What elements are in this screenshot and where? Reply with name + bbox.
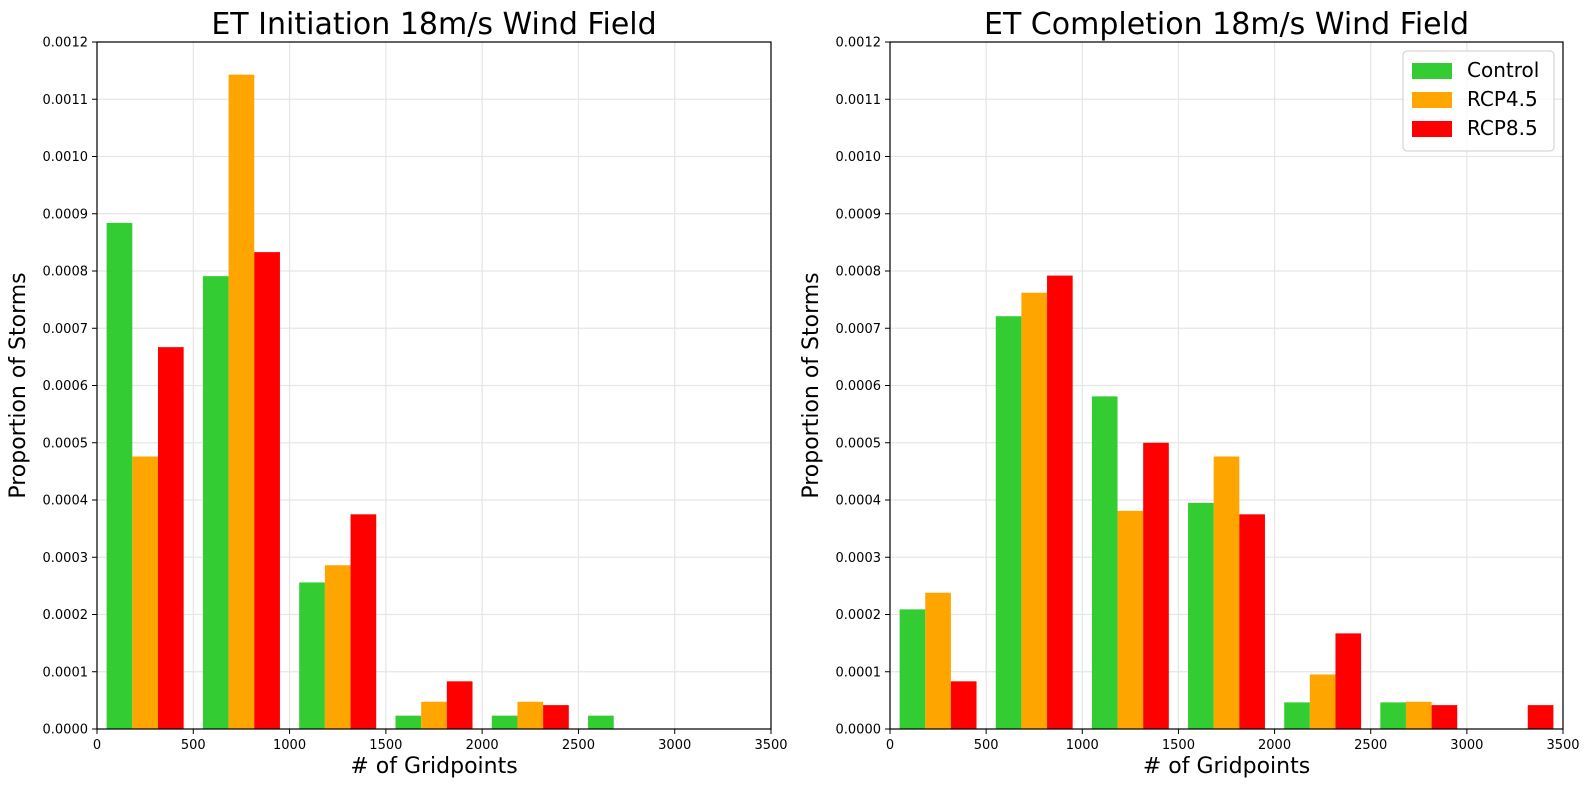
x-tick-label: 2500 [562, 738, 595, 753]
y-tick-label: 0.0007 [43, 322, 89, 337]
y-tick-label: 0.0006 [836, 379, 882, 394]
bar-rcp45 [1117, 510, 1144, 729]
bar-rcp45 [1213, 456, 1240, 729]
y-tick-label: 0.0011 [43, 93, 89, 108]
legend-label: RCP8.5 [1467, 116, 1538, 140]
legend-label: Control [1467, 58, 1539, 82]
legend-swatch [1412, 92, 1452, 108]
bar-rcp85 [157, 347, 184, 729]
y-tick-label: 0.0000 [43, 723, 89, 738]
y-tick-label: 0.0003 [836, 551, 882, 566]
y-tick-label: 0.0003 [43, 551, 89, 566]
y-tick-label: 0.0005 [43, 436, 89, 451]
x-tick-label: 0 [886, 738, 894, 753]
legend-label: RCP4.5 [1467, 87, 1538, 111]
y-tick-label: 0.0010 [43, 150, 89, 165]
y-tick-label: 0.0005 [836, 436, 882, 451]
legend: Control RCP4.5 RCP8.5 [1402, 50, 1555, 152]
y-tick-label: 0.0000 [836, 723, 882, 738]
bar-rcp85 [1239, 514, 1265, 729]
bar-rcp45 [1405, 701, 1432, 729]
x-tick-label: 1500 [369, 738, 402, 753]
bar-control [1091, 396, 1118, 729]
bar-control [202, 276, 229, 729]
bar-rcp85 [950, 681, 977, 729]
bar-control [899, 609, 926, 729]
bar-rcp85 [254, 252, 280, 730]
chart-title: ET Initiation 18m/s Wind Field [211, 7, 656, 42]
x-axis-label: # of Gridpoints [350, 754, 517, 779]
y-tick-label: 0.0001 [836, 665, 882, 680]
y-tick-label: 0.0002 [836, 608, 882, 623]
y-tick-label: 0.0004 [836, 494, 882, 509]
bar-control [106, 222, 133, 729]
bar-rcp85 [543, 705, 569, 729]
y-tick-label: 0.0010 [836, 150, 882, 165]
chart-initiation: 0 500 1000 1500 2000 2500 3000 3500 0.0000 0.0001… [6, 7, 788, 779]
bar-rcp45 [925, 592, 951, 729]
x-axis-label: # of Gridpoints [1143, 754, 1310, 779]
bar-control [395, 715, 422, 729]
x-tick-label: 500 [974, 738, 999, 753]
x-tick-label: 2000 [466, 738, 499, 753]
bar-control [491, 715, 518, 729]
y-axis-label: Proportion of Storms [799, 272, 824, 498]
x-tick-label: 500 [181, 738, 206, 753]
x-tick-label: 3000 [658, 738, 691, 753]
x-tick-label: 0 [93, 738, 101, 753]
y-tick-label: 0.0012 [43, 36, 89, 51]
x-tick-label: 2000 [1258, 738, 1291, 753]
y-tick-label: 0.0011 [836, 93, 882, 108]
y-tick-label: 0.0007 [836, 322, 882, 337]
legend-swatch [1412, 63, 1452, 79]
x-tick-label: 3500 [1546, 738, 1579, 753]
bar-rcp85 [1143, 442, 1169, 729]
x-tick-label: 3000 [1450, 738, 1483, 753]
y-tick-label: 0.0009 [43, 207, 89, 222]
bar-rcp45 [1021, 292, 1048, 729]
bar-control [1380, 702, 1406, 729]
y-tick-label: 0.0012 [836, 36, 882, 51]
bar-rcp45 [132, 456, 158, 729]
bar-rcp85 [1335, 633, 1362, 729]
y-tick-label: 0.0001 [43, 665, 89, 680]
chart-title: ET Completion 18m/s Wind Field [984, 7, 1469, 42]
bar-rcp85 [1047, 275, 1073, 729]
bar-control [995, 316, 1022, 729]
legend-swatch [1412, 121, 1452, 137]
y-tick-label: 0.0008 [836, 265, 882, 280]
y-axis-label: Proportion of Storms [6, 272, 31, 498]
bar-rcp85 [350, 514, 377, 729]
bar-rcp45 [228, 74, 255, 729]
bar-control [1188, 502, 1214, 729]
bar-rcp45 [1309, 674, 1336, 729]
bar-rcp45 [324, 565, 351, 729]
y-tick-label: 0.0002 [43, 608, 89, 623]
chart-completion: 0 500 1000 1500 2000 2500 3000 3500 0.0000 0.0001… [799, 7, 1580, 779]
x-tick-label: 1000 [273, 738, 306, 753]
bar-rcp85 [1527, 705, 1554, 729]
bar-rcp85 [1431, 705, 1458, 729]
bar-rcp45 [517, 701, 544, 729]
x-tick-label: 1500 [1162, 738, 1195, 753]
x-tick-label: 3500 [754, 738, 787, 753]
bar-rcp85 [446, 681, 473, 729]
y-tick-label: 0.0009 [836, 207, 882, 222]
y-tick-label: 0.0004 [43, 494, 89, 509]
bar-control [299, 582, 325, 729]
x-tick-label: 2500 [1354, 738, 1387, 753]
y-tick-label: 0.0006 [43, 379, 89, 394]
bar-rcp45 [421, 701, 447, 729]
bar-control [1284, 702, 1310, 729]
bar-control [588, 715, 614, 729]
y-tick-label: 0.0008 [43, 265, 89, 280]
x-tick-label: 1000 [1066, 738, 1099, 753]
